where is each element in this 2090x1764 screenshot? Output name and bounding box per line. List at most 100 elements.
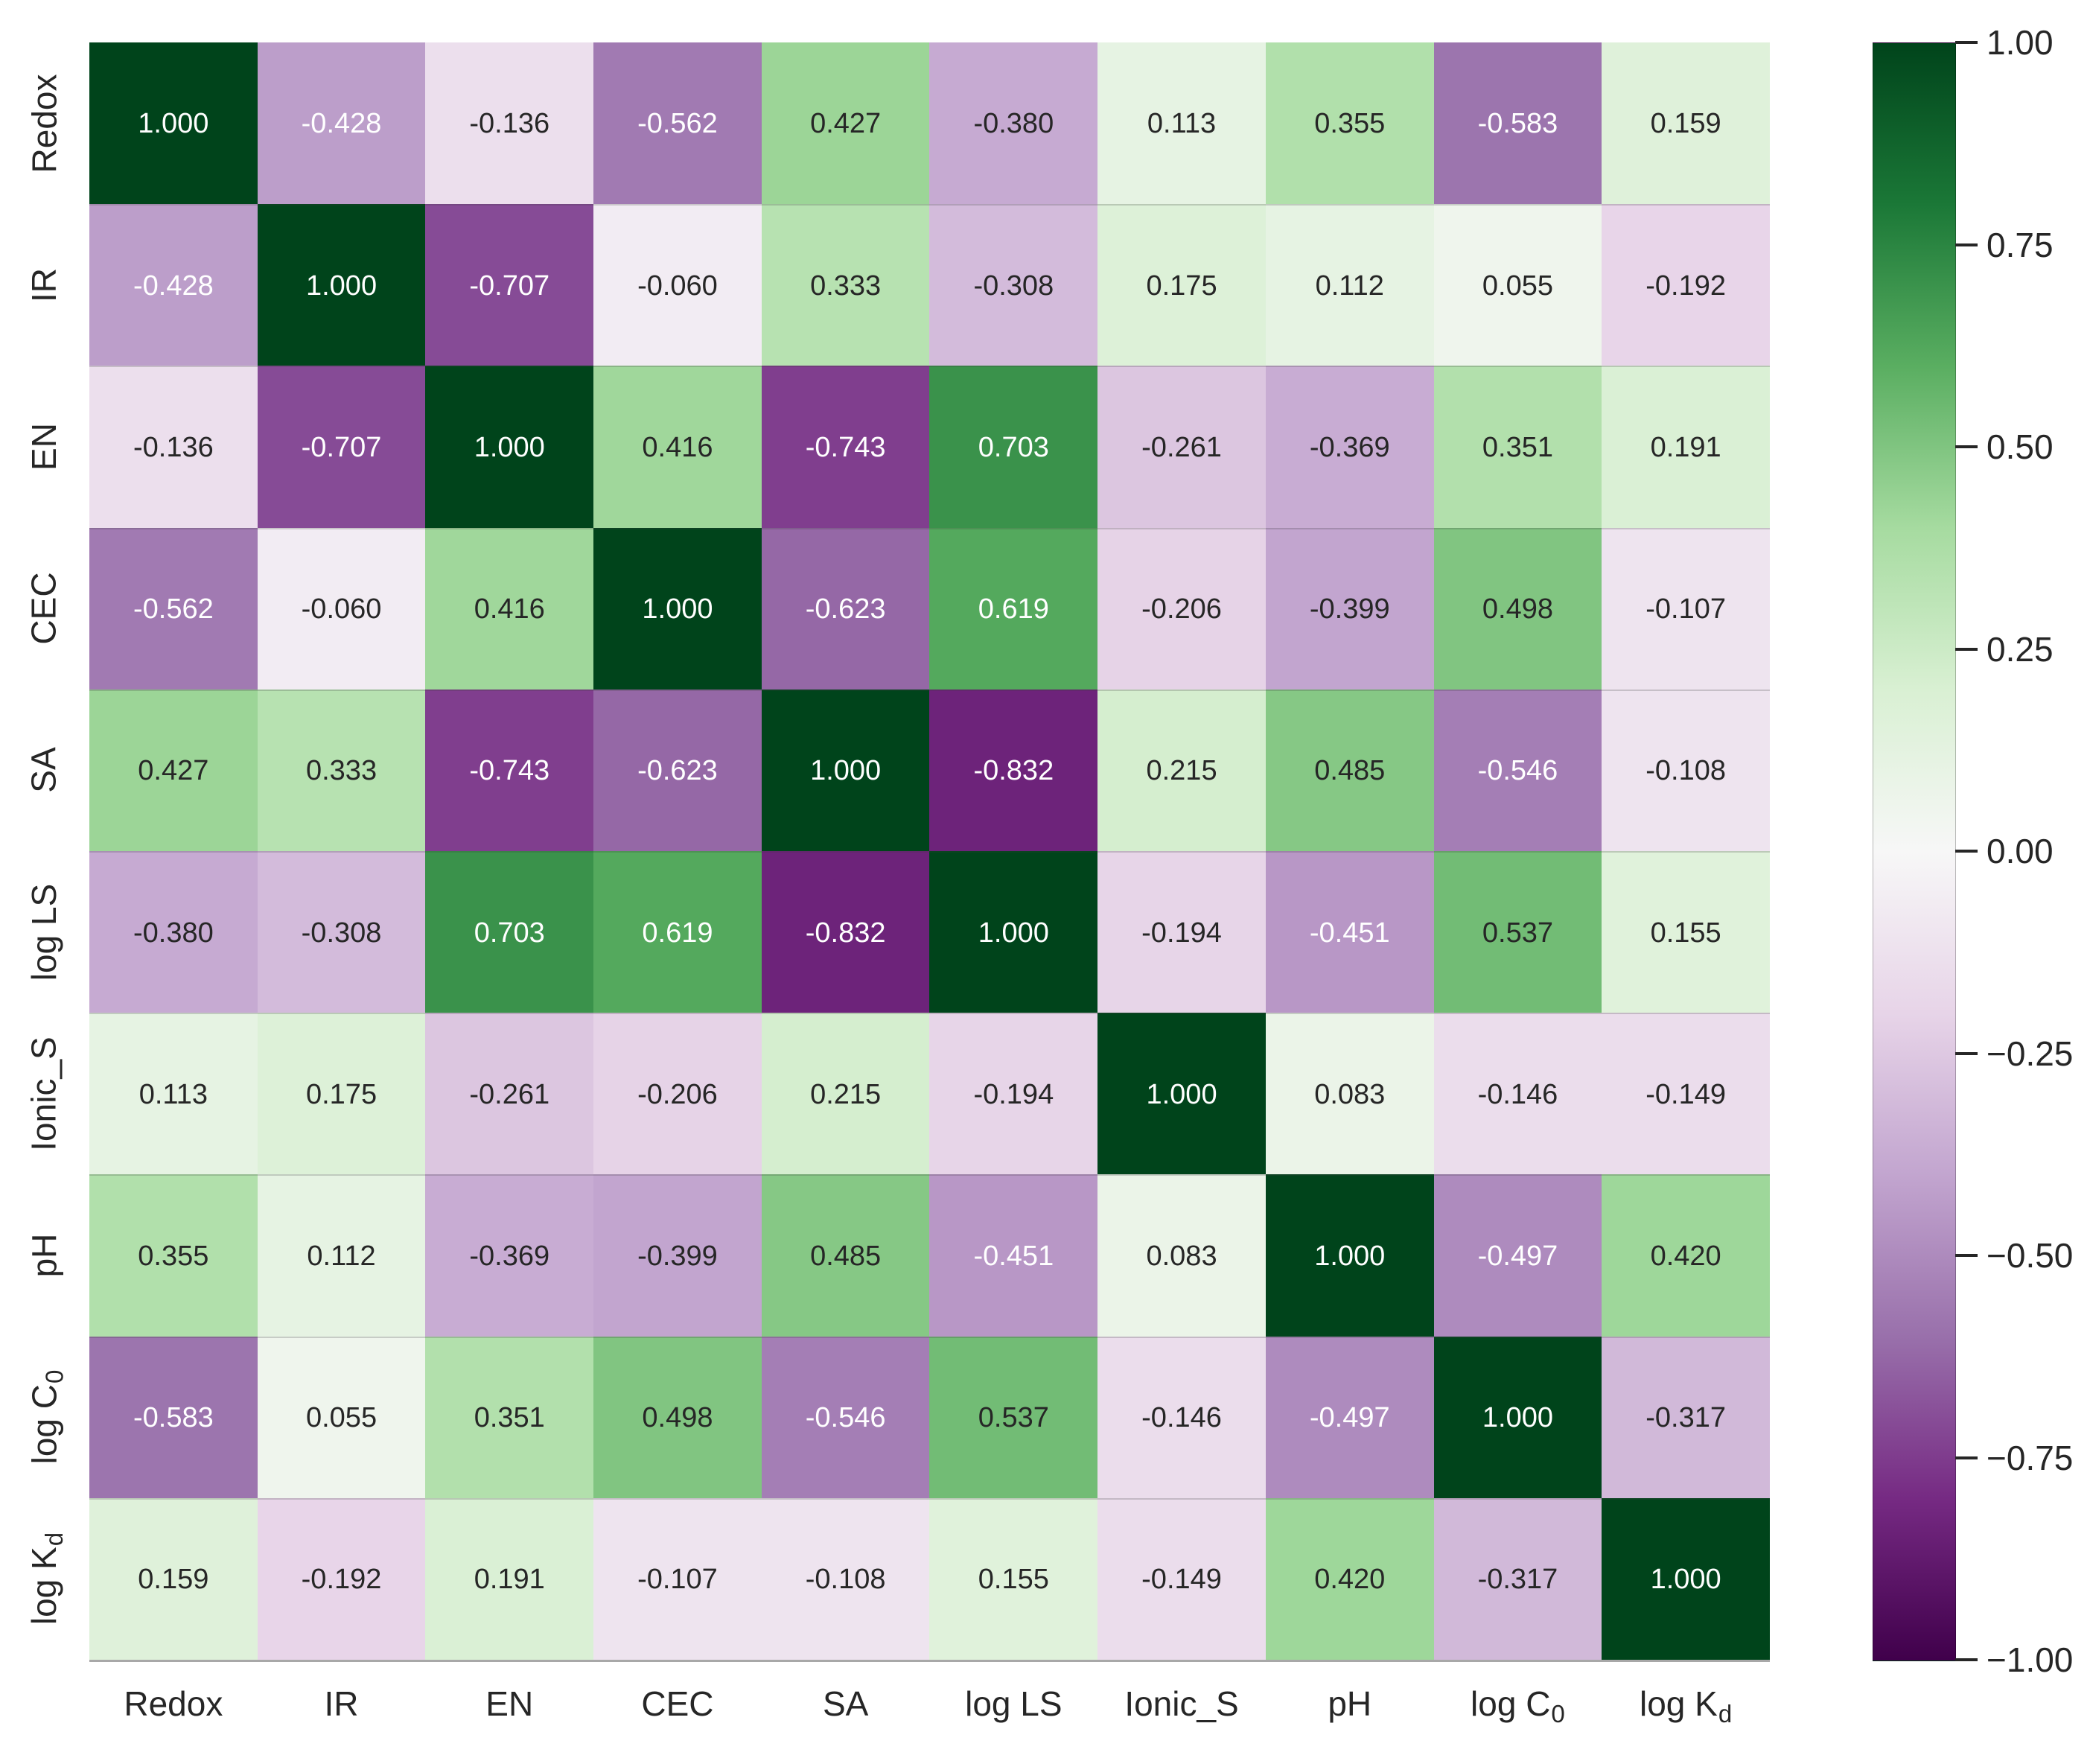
heatmap-cell: 0.537 bbox=[1433, 850, 1602, 1013]
heatmap-cell: 0.416 bbox=[425, 527, 594, 690]
heatmap-cell: 1.000 bbox=[761, 689, 930, 851]
colorbar-tick-mark bbox=[1955, 445, 1978, 448]
heatmap-cell: -0.497 bbox=[1433, 1174, 1602, 1337]
x-tick-label: CEC bbox=[593, 1670, 762, 1737]
heatmap-cell: 1.000 bbox=[1602, 1497, 1770, 1660]
heatmap-cell: -0.369 bbox=[1265, 366, 1434, 528]
heatmap-cell: 1.000 bbox=[425, 366, 594, 528]
colorbar-tick-mark bbox=[1955, 647, 1978, 651]
y-tick-label: EN bbox=[0, 366, 88, 527]
x-tick-label-text: Redox bbox=[124, 1684, 223, 1723]
heatmap-cell: -0.108 bbox=[1602, 689, 1770, 851]
y-tick-label: log LS bbox=[0, 851, 88, 1013]
heatmap-cell: -0.194 bbox=[929, 1013, 1098, 1175]
colorbar-tick-mark bbox=[1955, 243, 1978, 246]
heatmap-cell: 1.000 bbox=[593, 527, 762, 690]
x-tick-label-text: log C0 bbox=[1471, 1684, 1565, 1729]
heatmap-cell: 0.155 bbox=[1602, 850, 1770, 1013]
heatmap-cell: -0.380 bbox=[89, 850, 258, 1013]
colorbar-tick-mark bbox=[1955, 1658, 1978, 1661]
heatmap-cell: 0.416 bbox=[593, 366, 762, 528]
heatmap-cell: -0.707 bbox=[425, 204, 594, 366]
colorbar-tick-label: 0.50 bbox=[1987, 427, 2054, 466]
y-tick-label-text: Ionic_S bbox=[25, 1037, 63, 1151]
heatmap-cell: 0.113 bbox=[1097, 42, 1266, 205]
heatmap-cell: 0.159 bbox=[89, 1497, 258, 1660]
heatmap-cell: -0.399 bbox=[593, 1174, 762, 1337]
heatmap-cell: 0.055 bbox=[1433, 204, 1602, 366]
heatmap-cell: -0.108 bbox=[761, 1497, 930, 1660]
heatmap-cell: 1.000 bbox=[1097, 1013, 1266, 1175]
heatmap-cell: -0.583 bbox=[1433, 42, 1602, 205]
heatmap-cell: 1.000 bbox=[257, 204, 426, 366]
heatmap-cell: 0.619 bbox=[929, 527, 1098, 690]
heatmap-cell: 0.703 bbox=[425, 850, 594, 1013]
x-tick-label: pH bbox=[1266, 1670, 1434, 1737]
heatmap-cell: 0.175 bbox=[1097, 204, 1266, 366]
heatmap-cell: -0.192 bbox=[1602, 204, 1770, 366]
y-tick-label-text: EN bbox=[25, 423, 63, 471]
heatmap-cell: 0.333 bbox=[257, 689, 426, 851]
heatmap-cell: 0.485 bbox=[761, 1174, 930, 1337]
heatmap-cell: 0.112 bbox=[257, 1174, 426, 1337]
heatmap-cell: 0.537 bbox=[929, 1336, 1098, 1498]
y-tick-label-text: log Kd bbox=[25, 1532, 69, 1626]
x-tick-label-text: CEC bbox=[641, 1684, 714, 1723]
heatmap-cell: 0.113 bbox=[89, 1013, 258, 1175]
y-tick-label: log C0 bbox=[0, 1337, 88, 1498]
y-tick-label-text: log LS bbox=[25, 883, 63, 981]
heatmap-cell: 1.000 bbox=[929, 850, 1098, 1013]
heatmap-cell: 1.000 bbox=[1433, 1336, 1602, 1498]
heatmap-cell: 0.215 bbox=[1097, 689, 1266, 851]
y-tick-label-text: pH bbox=[25, 1233, 63, 1278]
y-tick-label: Ionic_S bbox=[0, 1013, 88, 1174]
heatmap-cell: -0.146 bbox=[1097, 1336, 1266, 1498]
heatmap-cell: -0.562 bbox=[593, 42, 762, 205]
y-tick-label: Redox bbox=[0, 42, 88, 204]
y-tick-label: log Kd bbox=[0, 1498, 88, 1660]
x-tick-label-text: IR bbox=[324, 1684, 359, 1723]
x-tick-label-text: log LS bbox=[965, 1684, 1062, 1723]
heatmap-cell: -0.428 bbox=[89, 204, 258, 366]
heatmap-cell: 0.351 bbox=[425, 1336, 594, 1498]
heatmap-cell: -0.206 bbox=[593, 1013, 762, 1175]
x-tick-label: EN bbox=[425, 1670, 593, 1737]
x-tick-label: log C0 bbox=[1434, 1670, 1602, 1737]
heatmap-cell: 0.355 bbox=[89, 1174, 258, 1337]
heatmap-cell: 0.083 bbox=[1265, 1013, 1434, 1175]
heatmap-cell: 0.619 bbox=[593, 850, 762, 1013]
y-tick-label-text: IR bbox=[25, 267, 63, 302]
heatmap-cell: -0.060 bbox=[257, 527, 426, 690]
heatmap-cell: -0.546 bbox=[761, 1336, 930, 1498]
heatmap-cell: 0.191 bbox=[425, 1497, 594, 1660]
heatmap-cell: 0.427 bbox=[761, 42, 930, 205]
y-tick-label: CEC bbox=[0, 528, 88, 690]
x-tick-label-text: EN bbox=[485, 1684, 534, 1723]
heatmap-cell: 1.000 bbox=[1265, 1174, 1434, 1337]
heatmap-cell: -0.832 bbox=[761, 850, 930, 1013]
heatmap-cell: 0.420 bbox=[1602, 1174, 1770, 1337]
heatmap-cell: 0.498 bbox=[1433, 527, 1602, 690]
heatmap-cell: -0.832 bbox=[929, 689, 1098, 851]
heatmap-cell: -0.261 bbox=[1097, 366, 1266, 528]
colorbar-tick-mark bbox=[1955, 850, 1978, 853]
heatmap-cell: 0.485 bbox=[1265, 689, 1434, 851]
heatmap-cell: -0.194 bbox=[1097, 850, 1266, 1013]
heatmap-cell: -0.261 bbox=[425, 1013, 594, 1175]
heatmap-cell: -0.206 bbox=[1097, 527, 1266, 690]
heatmap-cell: 0.427 bbox=[89, 689, 258, 851]
heatmap-cell: -0.149 bbox=[1097, 1497, 1266, 1660]
colorbar-tick-mark bbox=[1955, 1051, 1978, 1055]
heatmap-cell: 0.191 bbox=[1602, 366, 1770, 528]
x-tick-label-text: pH bbox=[1328, 1684, 1372, 1723]
heatmap-cell: 0.083 bbox=[1097, 1174, 1266, 1337]
heatmap-cell: -0.308 bbox=[257, 850, 426, 1013]
heatmap-cell: 0.420 bbox=[1265, 1497, 1434, 1660]
y-tick-label: IR bbox=[0, 204, 88, 366]
y-tick-label-text: SA bbox=[25, 747, 63, 794]
x-tick-label-text: log Kd bbox=[1640, 1684, 1733, 1729]
x-tick-label-text: Ionic_S bbox=[1124, 1684, 1239, 1723]
heatmap-cell: 0.175 bbox=[257, 1013, 426, 1175]
heatmap-cell: 0.155 bbox=[929, 1497, 1098, 1660]
